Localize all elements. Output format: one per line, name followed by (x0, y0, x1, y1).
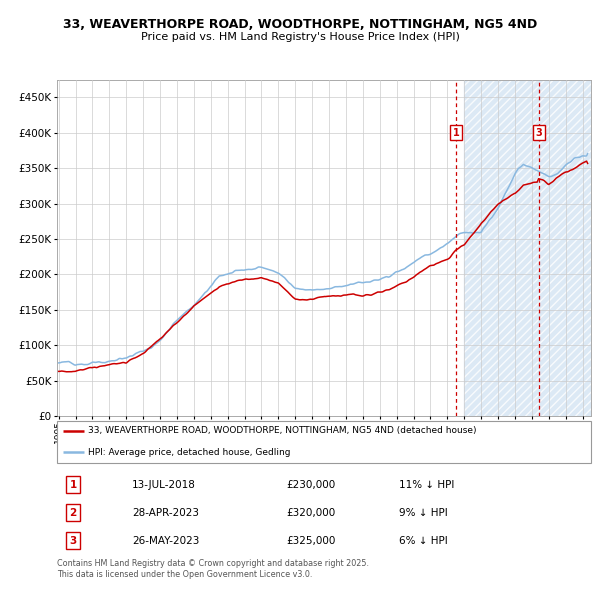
Text: 3: 3 (535, 128, 542, 137)
Bar (464, 80, 591, 416)
Text: 33, WEAVERTHORPE ROAD, WOODTHORPE, NOTTINGHAM, NG5 4ND (detached house): 33, WEAVERTHORPE ROAD, WOODTHORPE, NOTTI… (88, 427, 476, 435)
Text: Price paid vs. HM Land Registry's House Price Index (HPI): Price paid vs. HM Land Registry's House … (140, 32, 460, 42)
Text: 26-MAY-2023: 26-MAY-2023 (132, 536, 199, 546)
Text: 2: 2 (70, 507, 77, 517)
Text: £320,000: £320,000 (287, 507, 336, 517)
Text: 3: 3 (70, 536, 77, 546)
Text: 1: 1 (453, 128, 460, 137)
Text: 9% ↓ HPI: 9% ↓ HPI (399, 507, 448, 517)
Text: £230,000: £230,000 (287, 480, 336, 490)
Bar (464, 80, 591, 416)
Text: 28-APR-2023: 28-APR-2023 (132, 507, 199, 517)
Text: 13-JUL-2018: 13-JUL-2018 (132, 480, 196, 490)
Text: 33, WEAVERTHORPE ROAD, WOODTHORPE, NOTTINGHAM, NG5 4ND: 33, WEAVERTHORPE ROAD, WOODTHORPE, NOTTI… (63, 18, 537, 31)
Text: 1: 1 (70, 480, 77, 490)
Text: Contains HM Land Registry data © Crown copyright and database right 2025.
This d: Contains HM Land Registry data © Crown c… (57, 559, 369, 579)
FancyBboxPatch shape (57, 421, 591, 463)
Text: 6% ↓ HPI: 6% ↓ HPI (399, 536, 448, 546)
Text: 11% ↓ HPI: 11% ↓ HPI (399, 480, 454, 490)
Text: £325,000: £325,000 (287, 536, 336, 546)
Text: HPI: Average price, detached house, Gedling: HPI: Average price, detached house, Gedl… (88, 448, 290, 457)
